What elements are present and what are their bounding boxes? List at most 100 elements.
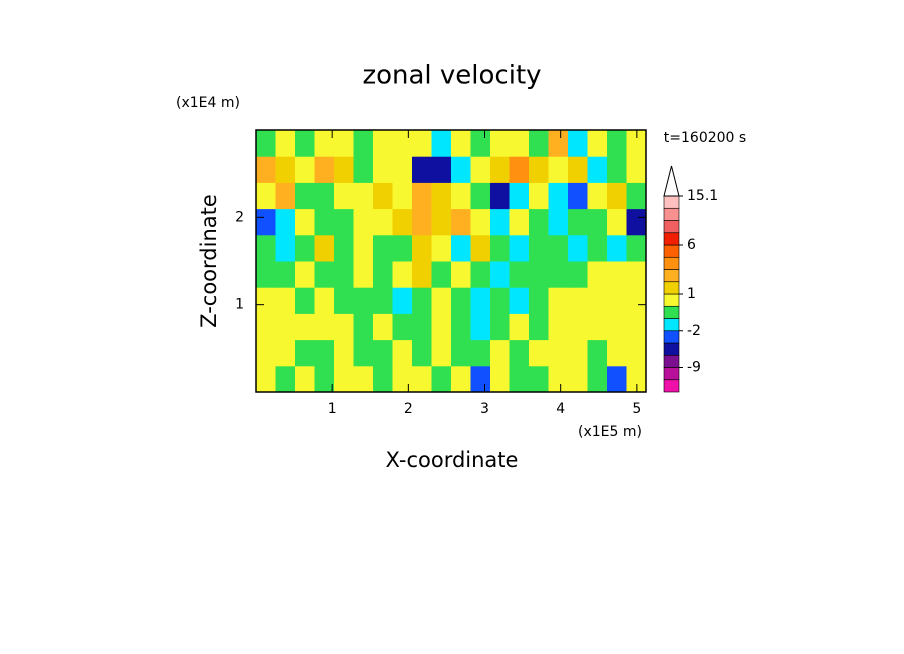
field-cell — [587, 182, 608, 210]
field-cell — [353, 261, 374, 288]
field-cell — [295, 130, 315, 157]
field-cell — [626, 156, 647, 183]
y-tick-label: 2 — [235, 209, 244, 225]
field-cell — [275, 156, 296, 183]
field-cell — [353, 182, 374, 210]
field-cell — [392, 208, 413, 236]
field-cell — [587, 234, 608, 262]
field-cell — [548, 130, 569, 157]
field-cell — [529, 208, 549, 236]
field-cell — [353, 313, 374, 341]
field-cell — [607, 365, 627, 393]
field-cell — [470, 234, 491, 262]
field-cell — [392, 234, 413, 262]
colorbar-label: -2 — [687, 323, 701, 339]
colorbar-label: 1 — [687, 286, 696, 302]
field-cell — [431, 261, 452, 288]
field-cell — [295, 287, 315, 314]
field-cell — [373, 182, 393, 210]
field-cell — [529, 287, 549, 314]
field-cell — [334, 365, 354, 393]
field-cell — [431, 339, 452, 367]
field-cell — [509, 287, 530, 314]
field-cell — [334, 313, 354, 341]
field-cell — [373, 339, 393, 367]
field-cell — [568, 339, 588, 367]
y-tick-label: 1 — [235, 297, 244, 313]
field-cell — [548, 313, 569, 341]
field-cell — [334, 234, 354, 262]
field-cell — [451, 234, 471, 262]
field-cell — [256, 339, 276, 367]
field-cell — [607, 130, 627, 157]
field-cell — [490, 313, 510, 341]
field-cell — [334, 182, 354, 210]
field-cell — [548, 261, 569, 288]
field-cell — [451, 313, 471, 341]
chart-title: zonal velocity — [362, 61, 541, 91]
field-cell — [607, 287, 627, 314]
x-tick-label: 3 — [480, 401, 489, 417]
field-cell — [451, 287, 471, 314]
field-cell — [451, 261, 471, 288]
field-cell — [626, 339, 647, 367]
field-cell — [607, 261, 627, 288]
field-cell — [256, 234, 276, 262]
colorbar-box — [663, 367, 680, 381]
field-cell — [431, 208, 452, 236]
field-cell — [470, 313, 491, 341]
colorbar-box — [663, 269, 680, 283]
colorbar-label: -9 — [687, 360, 701, 376]
field-cell — [334, 287, 354, 314]
field-cell — [470, 182, 491, 210]
field-cell — [392, 339, 413, 367]
field-cell — [568, 156, 588, 183]
field-cell — [412, 208, 432, 236]
field-cell — [626, 182, 647, 210]
field-cell — [353, 365, 374, 393]
field-cell — [275, 339, 296, 367]
field-cell — [509, 156, 530, 183]
contour-field — [256, 130, 647, 393]
x-axis-title: X-coordinate — [386, 448, 519, 472]
field-cell — [548, 287, 569, 314]
field-cell — [431, 365, 452, 393]
field-cell — [587, 287, 608, 314]
field-cell — [529, 156, 549, 183]
field-cell — [470, 339, 491, 367]
field-cell — [392, 130, 413, 157]
field-cell — [607, 339, 627, 367]
axes: 1 2 3 4 5 1 2 — [235, 129, 647, 417]
field-cell — [587, 156, 608, 183]
field-cell — [275, 287, 296, 314]
field-cell — [373, 287, 393, 314]
field-cell — [256, 130, 276, 157]
y-axis-title: Z-coordinate — [197, 194, 221, 328]
field-cell — [256, 313, 276, 341]
field-cell — [373, 156, 393, 183]
colorbar-box — [663, 281, 680, 295]
field-cell — [607, 208, 627, 236]
colorbar-box — [663, 244, 680, 258]
field-cell — [509, 261, 530, 288]
field-cell — [509, 182, 530, 210]
field-cell — [314, 261, 335, 288]
colorbar-box — [663, 330, 680, 344]
field-cell — [626, 261, 647, 288]
field-cell — [451, 130, 471, 157]
field-cell — [529, 182, 549, 210]
field-cell — [295, 261, 315, 288]
field-cell — [470, 261, 491, 288]
field-cell — [490, 261, 510, 288]
field-cell — [373, 313, 393, 341]
field-cell — [568, 234, 588, 262]
field-cell — [256, 182, 276, 210]
field-cell — [412, 156, 432, 183]
field-cell — [353, 208, 374, 236]
field-cell — [392, 313, 413, 341]
field-cell — [470, 287, 491, 314]
field-cell — [295, 156, 315, 183]
field-cell — [568, 130, 588, 157]
field-cell — [587, 313, 608, 341]
